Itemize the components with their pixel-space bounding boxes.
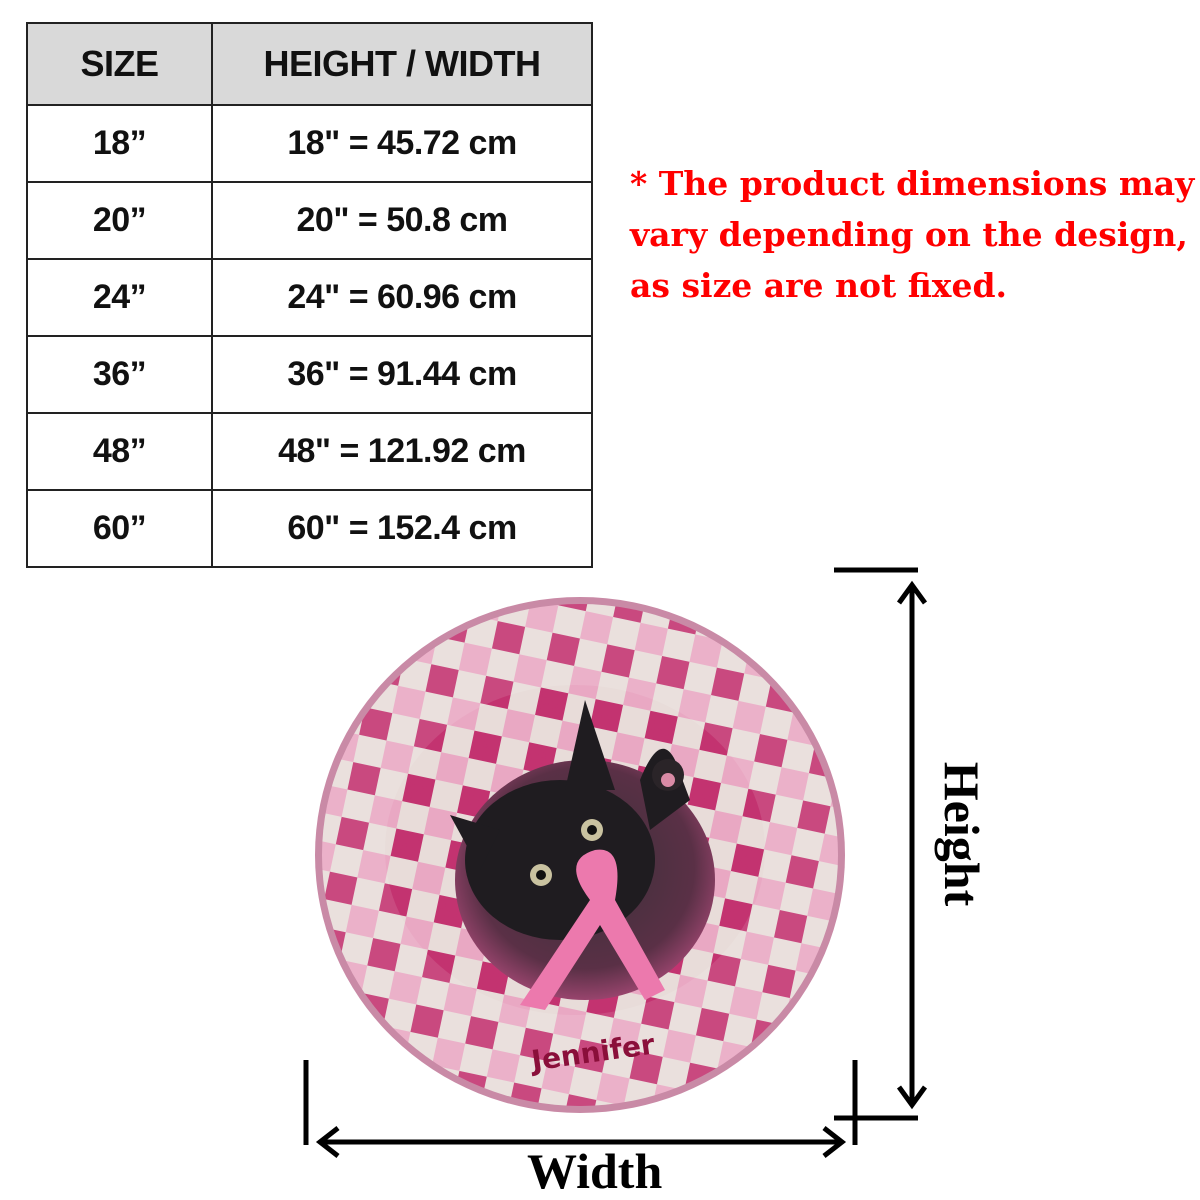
size-cell: 48” [26, 412, 213, 491]
black-cat [450, 700, 690, 940]
size-cell: 36” [26, 335, 213, 414]
measure-cell: 24" = 60.96 cm [211, 258, 593, 337]
table-row: 24” 24" = 60.96 cm [26, 258, 593, 337]
header-height-width: HEIGHT / WIDTH [211, 22, 593, 106]
measure-cell: 48" = 121.92 cm [211, 412, 593, 491]
measure-cell: 36" = 91.44 cm [211, 335, 593, 414]
table-row: 48” 48" = 121.92 cm [26, 412, 593, 491]
size-cell: 18” [26, 104, 213, 183]
note-line: vary depending on the design, [630, 215, 1188, 254]
note-line: as size are not fixed. [630, 266, 1008, 305]
table-row: 20” 20" = 50.8 cm [26, 181, 593, 260]
size-disclaimer-note: * The product dimensions may vary depend… [630, 158, 1200, 311]
pink-ribbon [520, 849, 665, 1010]
height-dimension-arrow [834, 567, 928, 1121]
width-dimension-arrow [303, 1060, 858, 1158]
measure-cell: 20" = 50.8 cm [211, 181, 593, 260]
size-cell: 24” [26, 258, 213, 337]
size-table: SIZE HEIGHT / WIDTH 18” 18" = 45.72 cm 20… [26, 22, 593, 568]
bucket-hat-image: Jennifer [315, 597, 845, 1113]
table-row: 18” 18" = 45.72 cm [26, 104, 593, 183]
width-label: Width [527, 1143, 663, 1199]
size-cell: 20” [26, 181, 213, 260]
table-header-row: SIZE HEIGHT / WIDTH [26, 22, 593, 106]
table-row: 36” 36" = 91.44 cm [26, 335, 593, 414]
measure-cell: 60" = 152.4 cm [211, 489, 593, 568]
size-cell: 60” [26, 489, 213, 568]
measure-cell: 18" = 45.72 cm [211, 104, 593, 183]
height-label: Height [934, 761, 991, 907]
note-line: * The product dimensions may [630, 164, 1195, 203]
header-size: SIZE [26, 22, 213, 106]
table-row: 60” 60" = 152.4 cm [26, 489, 593, 568]
